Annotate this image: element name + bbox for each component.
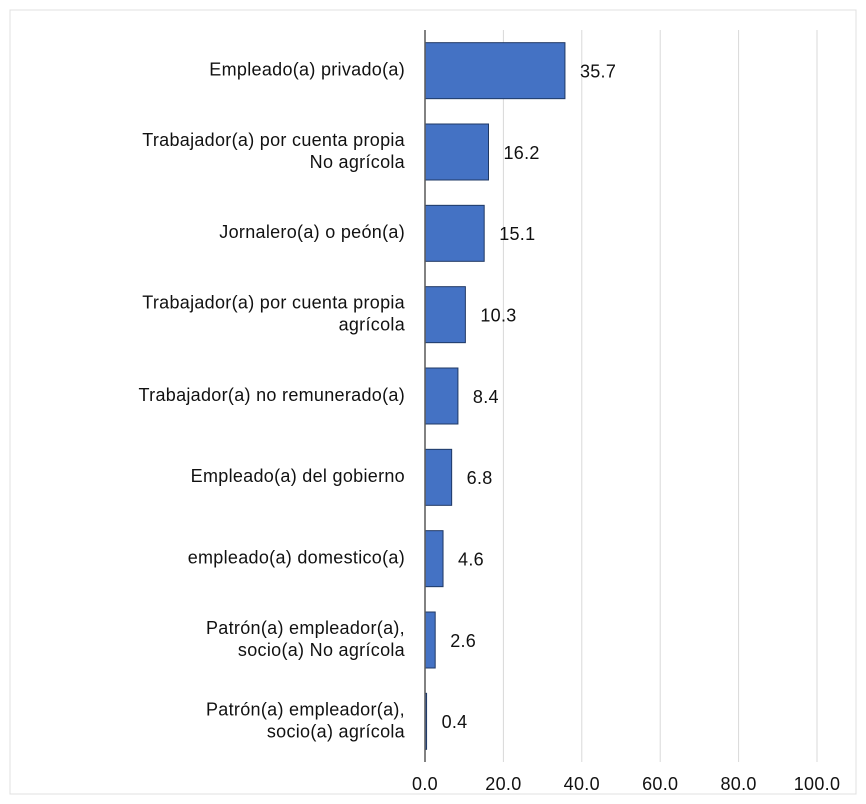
value-label: 15.1 bbox=[499, 224, 535, 244]
value-label: 0.4 bbox=[442, 712, 468, 732]
y-tick-label: Empleado(a) del gobierno bbox=[191, 466, 405, 486]
value-label: 4.6 bbox=[458, 549, 484, 569]
x-tick-label: 60.0 bbox=[642, 774, 678, 794]
y-tick-label: Jornalero(a) o peón(a) bbox=[219, 222, 405, 242]
y-tick-label: Patrón(a) empleador(a), socio(a) agrícola bbox=[206, 699, 406, 741]
bar bbox=[424, 448, 453, 506]
x-tick-label: 100.0 bbox=[794, 774, 841, 794]
x-tick-label: 40.0 bbox=[564, 774, 600, 794]
value-label: 10.3 bbox=[480, 305, 516, 325]
value-label: 35.7 bbox=[580, 61, 616, 81]
x-tick-label: 0.0 bbox=[412, 774, 438, 794]
y-tick-label: Empleado(a) privado(a) bbox=[209, 59, 405, 79]
bar bbox=[424, 42, 566, 100]
x-tick-label: 80.0 bbox=[720, 774, 756, 794]
y-tick-label: Trabajador(a) no remunerado(a) bbox=[139, 385, 405, 405]
bar bbox=[424, 123, 490, 181]
value-label: 8.4 bbox=[473, 387, 499, 407]
bar bbox=[424, 611, 436, 669]
bar bbox=[424, 204, 485, 262]
x-tick-label: 20.0 bbox=[485, 774, 521, 794]
bar bbox=[424, 530, 444, 588]
chart-frame bbox=[9, 9, 857, 795]
value-label: 16.2 bbox=[504, 143, 540, 163]
y-tick-label: empleado(a) domestico(a) bbox=[188, 547, 405, 567]
bar bbox=[424, 367, 459, 425]
y-tick-label: Trabajador(a) por cuenta propia agrícola bbox=[142, 292, 405, 334]
y-tick-label: Patrón(a) empleador(a), socio(a) No agríc… bbox=[206, 618, 406, 660]
value-label: 2.6 bbox=[450, 631, 476, 651]
y-tick-label: Trabajador(a) por cuenta propia No agríco… bbox=[142, 130, 405, 172]
value-label: 6.8 bbox=[467, 468, 493, 488]
bar bbox=[424, 286, 466, 344]
